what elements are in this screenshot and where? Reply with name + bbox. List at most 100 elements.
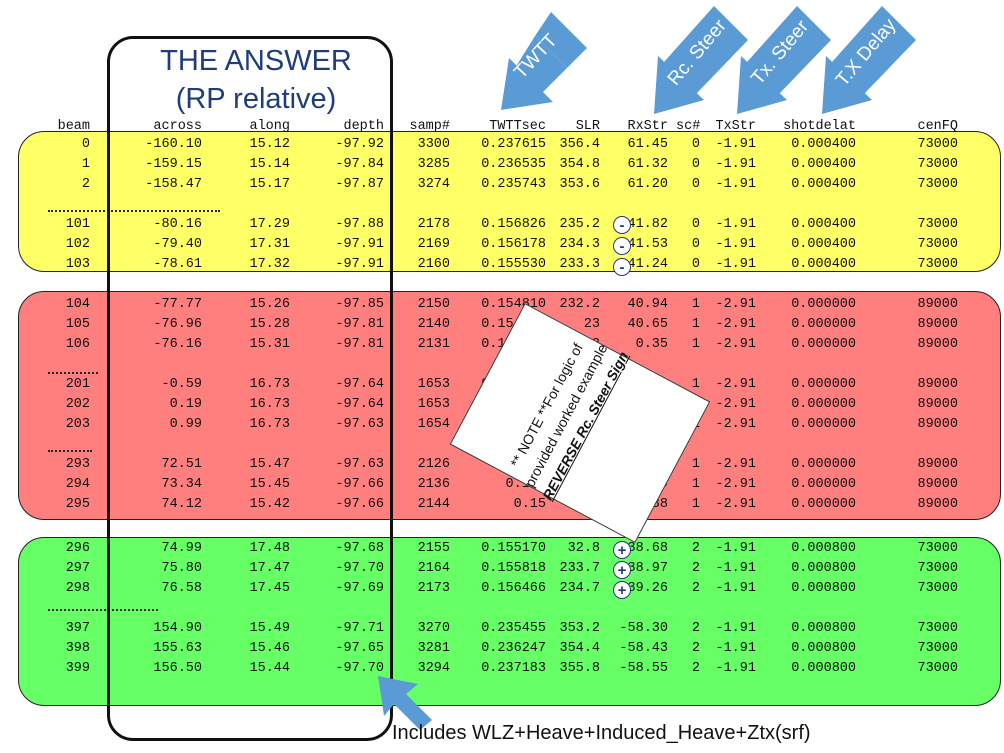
cell-shotdelat: 0.000000 — [791, 317, 856, 332]
cell-rxstr: 40.94 — [627, 297, 668, 312]
tx-steer-arrow-icon — [737, 6, 831, 114]
cell-samp: 1653 — [417, 397, 450, 412]
cell-twttsec: 0.15 — [513, 497, 546, 512]
cell-across: -159.15 — [145, 157, 202, 172]
cell-cenfq: 73000 — [917, 641, 958, 656]
cell-txstr: -2.91 — [715, 337, 756, 352]
cell-depth: -97.84 — [335, 157, 384, 172]
answer-title-line2: (RP relative) — [175, 83, 337, 115]
cell-beam: 399 — [65, 661, 90, 676]
cell-beam: 298 — [65, 581, 90, 596]
cell-depth: -97.69 — [335, 581, 384, 596]
cell-samp: 2150 — [417, 297, 450, 312]
cell-beam: 101 — [65, 217, 90, 232]
cell-shotdelat: 0.000800 — [791, 541, 856, 556]
cell-depth: -97.88 — [335, 217, 384, 232]
header-cell-sc: sc# — [676, 119, 701, 134]
cell-shotdelat: 0.000400 — [791, 157, 856, 172]
table-row: 297 75.80 17.47 -97.70 2164 0.155818 233.7 38.9… — [0, 561, 1004, 581]
cell-txstr: -1.91 — [715, 157, 756, 172]
cell-along: 16.73 — [249, 397, 290, 412]
cell-samp: 3281 — [417, 641, 450, 656]
ellipsis-separator — [48, 450, 92, 452]
cell-cenfq: 89000 — [917, 417, 958, 432]
cell-cenfq: 73000 — [917, 561, 958, 576]
cell-samp: 3300 — [417, 137, 450, 152]
ellipsis-separator — [48, 609, 158, 611]
answer-title: THE ANSWER (RP relative) — [140, 42, 372, 118]
cell-across: 0.19 — [169, 397, 202, 412]
cell-slr: 353.2 — [559, 621, 600, 636]
cell-sc: 1 — [691, 457, 700, 472]
cell-depth: -97.66 — [335, 497, 384, 512]
cell-across: -79.40 — [153, 237, 202, 252]
cell-along: 15.44 — [249, 661, 290, 676]
cell-slr: 356.4 — [559, 137, 600, 152]
cell-shotdelat: 0.000800 — [791, 561, 856, 576]
cell-shotdelat: 0.000000 — [791, 497, 856, 512]
cell-cenfq: 73000 — [917, 177, 958, 192]
cell-samp: 3285 — [417, 157, 450, 172]
cell-along: 15.12 — [249, 137, 290, 152]
cell-shotdelat: 0.000400 — [791, 237, 856, 252]
cell-samp: 2160 — [417, 257, 450, 272]
cell-depth: -97.63 — [335, 417, 384, 432]
cell-samp: 2136 — [417, 477, 450, 492]
cell-beam: 398 — [65, 641, 90, 656]
ellipsis-separator — [48, 210, 220, 212]
cell-slr: 354.8 — [559, 157, 600, 172]
cell-cenfq: 73000 — [917, 541, 958, 556]
cell-txstr: -2.91 — [715, 377, 756, 392]
header-cell-along: along — [249, 119, 290, 134]
cell-rxstr: 39.26 — [627, 581, 668, 596]
cell-slr: 232.2 — [559, 297, 600, 312]
cell-cenfq: 73000 — [917, 217, 958, 232]
cell-along: 15.49 — [249, 621, 290, 636]
rc-steer-arrow-icon — [654, 6, 748, 114]
cell-along: 17.47 — [249, 561, 290, 576]
cell-slr: 354.4 — [559, 641, 600, 656]
cell-samp: 1653 — [417, 377, 450, 392]
cell-cenfq: 89000 — [917, 457, 958, 472]
cell-rxstr: 61.20 — [627, 177, 668, 192]
cell-beam: 294 — [65, 477, 90, 492]
header-cell-across: across — [153, 119, 202, 134]
cell-across: -158.47 — [145, 177, 202, 192]
table-row: 2 -158.47 15.17 -97.87 3274 0.235743 353.6 61.2… — [0, 177, 1004, 197]
cell-samp: 3294 — [417, 661, 450, 676]
plus-sign-icon: + — [613, 541, 631, 559]
minus-sign-icon: - — [613, 216, 631, 234]
table-row: 101 -80.16 17.29 -97.88 2178 0.156826 235.2 41.… — [0, 217, 1004, 237]
cell-shotdelat: 0.000000 — [791, 377, 856, 392]
cell-along: 17.31 — [249, 237, 290, 252]
cell-txstr: -1.91 — [715, 137, 756, 152]
cell-sc: 0 — [691, 137, 700, 152]
cell-across: -77.77 — [153, 297, 202, 312]
cell-along: 15.42 — [249, 497, 290, 512]
cell-slr: 233.7 — [559, 561, 600, 576]
cell-txstr: -1.91 — [715, 237, 756, 252]
cell-rxstr: 41.24 — [627, 257, 668, 272]
cell-depth: -97.64 — [335, 397, 384, 412]
ellipsis-separator — [48, 372, 98, 374]
cell-along: 15.46 — [249, 641, 290, 656]
cell-along: 17.29 — [249, 217, 290, 232]
tx-delay-arrow-icon — [822, 6, 916, 114]
cell-across: 73.34 — [161, 477, 202, 492]
cell-samp: 2173 — [417, 581, 450, 596]
cell-beam: 106 — [65, 337, 90, 352]
cell-samp: 2169 — [417, 237, 450, 252]
cell-shotdelat: 0.000800 — [791, 621, 856, 636]
cell-txstr: -2.91 — [715, 497, 756, 512]
twtt-arrow-icon — [501, 12, 587, 110]
cell-shotdelat: 0.000800 — [791, 641, 856, 656]
table-row: 298 76.58 17.45 -97.69 2173 0.156466 234.7 39.2… — [0, 581, 1004, 601]
cell-along: 15.26 — [249, 297, 290, 312]
cell-sc: 0 — [691, 217, 700, 232]
cell-depth: -97.92 — [335, 137, 384, 152]
cell-sc: 1 — [691, 477, 700, 492]
cell-depth: -97.81 — [335, 317, 384, 332]
cell-cenfq: 89000 — [917, 337, 958, 352]
table-row: 296 74.99 17.48 -97.68 2155 0.155170 32.8 38.68… — [0, 541, 1004, 561]
cell-depth: -97.70 — [335, 661, 384, 676]
